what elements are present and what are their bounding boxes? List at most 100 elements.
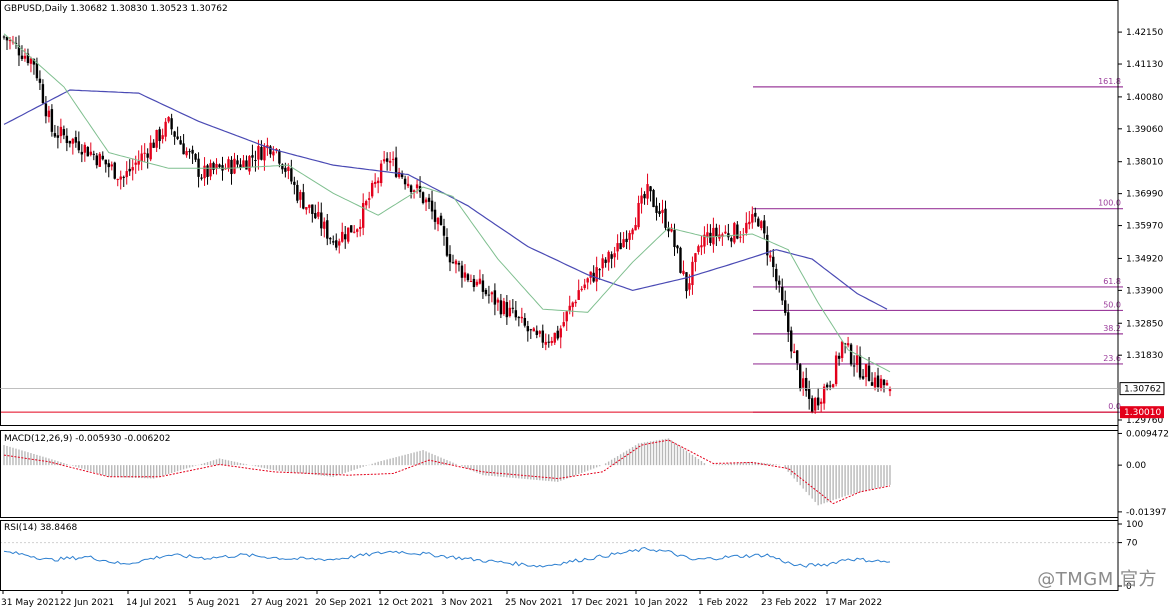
candle-body [206,165,209,177]
candle-body [59,126,63,137]
candle-body [562,322,565,327]
candle-body [427,197,431,202]
candle-body [269,146,272,155]
candle-body [855,355,859,365]
candle-body [658,211,661,215]
candle-body [682,270,685,275]
candle-body [769,255,772,258]
candle-body [68,140,72,144]
candle-body [787,312,790,332]
candle-body [804,377,808,391]
candle-body [496,299,500,303]
candle-body [128,168,131,172]
y-tick-label: 1.34920 [1126,254,1163,264]
candle-body [825,384,829,388]
candle-body [667,227,670,232]
candle-body [553,332,556,343]
price-axis: 1.42150 1.41130 1.40080 1.39060 1.38010 1.369… [0,28,1169,592]
candle-body [514,310,518,318]
y-tick-label: 1.41130 [1126,60,1163,70]
candle-body [47,110,51,118]
candle-body [397,171,401,178]
candle-body [424,199,428,203]
candle-body [736,224,739,239]
candle-body [490,292,494,295]
candle-body [191,149,194,154]
candle-body [212,162,215,170]
candle-body [565,311,568,322]
candle-body [92,153,95,155]
candle-body [634,225,637,231]
candle-body [215,163,218,169]
candle-body [526,326,530,332]
candle-body [778,280,781,285]
candle-body [263,146,266,161]
candle-body [622,239,625,248]
candle-body [834,355,838,385]
candles [2,35,892,414]
candle-body [400,173,404,178]
candle-body [361,203,365,228]
macd-tick-label: 0.009472 [1126,429,1169,439]
candle-body [837,355,841,359]
candle-body [23,55,27,59]
candle-body [583,284,586,289]
candle-body [535,330,538,335]
candle-body [843,343,847,345]
candle-body [302,192,305,209]
fib-retracement[interactable]: 161.8 100.0 61.8 50.0 38.2 23.6 0.0 [753,77,1123,413]
fib-level-label: 38.2 [1103,324,1121,333]
candle-body [757,218,760,227]
candle-body [62,129,66,136]
candle-body [760,221,763,229]
candle-body [577,290,580,300]
candle-body [86,146,90,157]
candle-body [532,328,536,332]
candle-body [101,155,104,160]
candle-body [320,212,323,229]
candle-body [772,256,775,268]
candle-body [790,330,793,352]
candle-body [706,232,709,237]
rsi-tick-label: 0 [1126,582,1132,592]
candle-body [745,222,748,233]
candle-body [242,160,245,167]
candle-body [433,209,437,222]
candle-body [544,341,547,345]
candle-body [293,181,296,185]
candle-body [119,176,122,180]
candle-body [305,206,308,210]
panel-frames [0,0,1119,591]
candle-body [469,281,473,283]
candle-body [730,238,733,242]
candle-body [703,234,706,247]
candle-body [691,261,694,286]
candle-body [278,150,281,164]
candle-body [763,220,766,234]
y-tick-label: 1.33900 [1126,286,1163,296]
candle-body [873,377,877,388]
candle-body [754,212,757,217]
candle-body [457,262,461,265]
candle-body [32,59,36,65]
candle-body [517,317,521,319]
support-price-label: 1.30010 [1124,408,1161,418]
candle-body [56,135,60,138]
candle-body [284,167,287,172]
candle-body [227,159,230,170]
x-tick-label: 14 Jul 2021 [126,598,177,608]
candle-body [248,156,251,172]
candle-body [502,301,506,315]
candle-body [799,364,802,389]
candle-body [816,397,820,406]
rsi-line [3,546,891,568]
candle-body [739,236,742,238]
candle-body [17,45,21,56]
candle-body [230,159,233,175]
x-tick-label: 17 Dec 2021 [571,598,629,608]
candle-body [487,294,491,296]
candle-body [637,202,640,228]
candle-body [224,168,227,170]
candle-body [867,365,871,381]
support-price-tag [1120,406,1164,419]
